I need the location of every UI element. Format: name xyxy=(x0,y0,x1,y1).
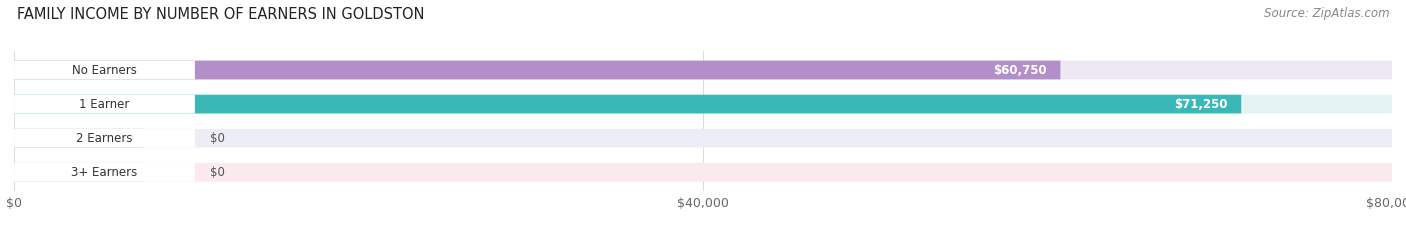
FancyBboxPatch shape xyxy=(14,129,143,147)
Text: FAMILY INCOME BY NUMBER OF EARNERS IN GOLDSTON: FAMILY INCOME BY NUMBER OF EARNERS IN GO… xyxy=(17,7,425,22)
FancyBboxPatch shape xyxy=(14,61,1392,79)
Text: No Earners: No Earners xyxy=(72,64,136,76)
FancyBboxPatch shape xyxy=(14,95,1241,113)
Text: $71,250: $71,250 xyxy=(1174,98,1227,111)
Text: Source: ZipAtlas.com: Source: ZipAtlas.com xyxy=(1264,7,1389,20)
FancyBboxPatch shape xyxy=(14,163,1392,182)
Text: $60,750: $60,750 xyxy=(993,64,1046,76)
FancyBboxPatch shape xyxy=(14,129,195,147)
Text: 3+ Earners: 3+ Earners xyxy=(72,166,138,179)
Text: $0: $0 xyxy=(209,166,225,179)
FancyBboxPatch shape xyxy=(14,61,1060,79)
FancyBboxPatch shape xyxy=(14,95,195,113)
FancyBboxPatch shape xyxy=(14,163,195,182)
Text: 1 Earner: 1 Earner xyxy=(79,98,129,111)
FancyBboxPatch shape xyxy=(14,163,143,182)
Text: $0: $0 xyxy=(209,132,225,145)
FancyBboxPatch shape xyxy=(14,61,195,79)
Text: 2 Earners: 2 Earners xyxy=(76,132,132,145)
FancyBboxPatch shape xyxy=(14,95,1392,113)
FancyBboxPatch shape xyxy=(14,129,1392,147)
